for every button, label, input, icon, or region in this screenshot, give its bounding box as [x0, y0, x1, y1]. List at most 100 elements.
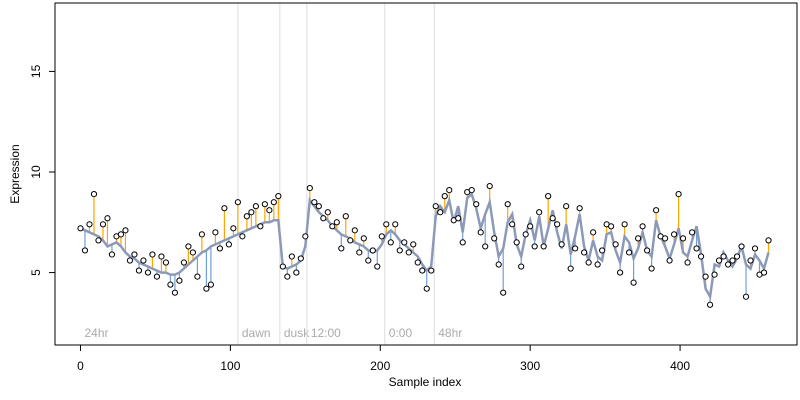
point	[495, 261, 502, 268]
point	[374, 263, 381, 270]
point	[162, 259, 170, 266]
point	[549, 215, 556, 222]
point	[99, 221, 107, 228]
point	[599, 247, 606, 254]
point	[711, 271, 718, 278]
point	[153, 273, 161, 280]
point	[90, 191, 98, 198]
point	[765, 237, 772, 244]
point	[288, 253, 295, 260]
point	[360, 235, 367, 242]
point	[540, 243, 547, 250]
point	[509, 221, 516, 228]
point	[378, 233, 385, 240]
point	[189, 249, 197, 256]
point	[270, 199, 277, 206]
point	[194, 273, 201, 280]
point	[293, 269, 300, 276]
point	[306, 184, 313, 192]
point	[702, 273, 709, 280]
point	[131, 251, 138, 258]
x-tick-label: 300	[520, 359, 540, 373]
point	[428, 267, 435, 274]
point	[144, 269, 152, 276]
point	[729, 257, 736, 264]
point	[432, 203, 439, 210]
point	[531, 243, 538, 250]
point	[581, 249, 588, 256]
point	[338, 245, 345, 252]
point	[455, 215, 462, 222]
point	[333, 219, 340, 226]
point	[652, 207, 660, 214]
point	[590, 229, 597, 236]
point	[661, 235, 669, 242]
point	[639, 223, 646, 230]
point	[536, 209, 543, 216]
point	[563, 203, 570, 210]
point	[383, 221, 390, 228]
point	[747, 257, 754, 264]
y-tick-label: 15	[29, 64, 43, 78]
point	[410, 241, 417, 248]
point	[329, 223, 336, 230]
point	[486, 182, 493, 190]
point	[477, 229, 484, 236]
point	[77, 225, 84, 232]
annotation-label: dusk	[284, 326, 310, 340]
point	[315, 203, 322, 210]
y-axis-label: Expression	[8, 144, 22, 203]
point	[684, 259, 691, 266]
point	[342, 213, 349, 220]
point	[468, 186, 475, 194]
point	[297, 255, 304, 262]
point	[387, 239, 394, 246]
point	[135, 267, 143, 274]
annotation-label: 48hr	[438, 326, 462, 340]
point	[706, 301, 714, 308]
point	[311, 199, 318, 206]
point	[158, 253, 165, 260]
point	[95, 237, 102, 244]
point	[392, 221, 399, 228]
point	[504, 201, 511, 208]
point	[518, 263, 525, 270]
point	[644, 247, 651, 254]
point	[176, 277, 183, 284]
fit-line	[79, 191, 770, 301]
point	[198, 231, 206, 238]
point	[279, 263, 286, 270]
point	[720, 253, 727, 260]
point	[446, 186, 453, 194]
point	[572, 245, 579, 252]
point	[396, 247, 403, 254]
point	[347, 237, 354, 244]
point	[617, 269, 624, 276]
point	[670, 231, 678, 238]
point	[356, 249, 363, 256]
point	[243, 213, 250, 220]
point	[239, 233, 246, 240]
point	[216, 245, 223, 252]
x-tick-label: 0	[77, 359, 84, 373]
point	[248, 209, 255, 216]
point	[167, 281, 174, 288]
point	[500, 289, 507, 296]
point	[473, 201, 480, 208]
point	[212, 229, 219, 236]
point	[401, 239, 408, 246]
point	[567, 265, 574, 272]
point	[576, 205, 583, 212]
point	[558, 241, 565, 248]
point	[257, 223, 264, 230]
point	[221, 205, 228, 212]
point	[688, 229, 696, 236]
point	[302, 233, 309, 240]
point	[608, 223, 615, 230]
point	[324, 209, 331, 216]
point	[185, 243, 192, 250]
x-tick-label: 400	[670, 359, 690, 373]
point	[675, 191, 682, 198]
point	[585, 259, 592, 266]
point	[261, 201, 268, 208]
